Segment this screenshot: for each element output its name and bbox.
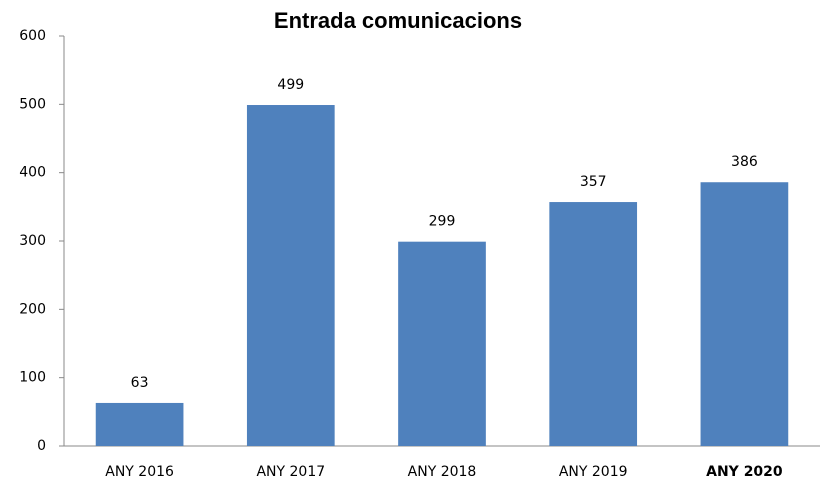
y-tick-label: 400 [19,165,46,181]
bar [398,241,486,446]
x-tick-label: ANY 2018 [408,464,477,480]
data-label: 63 [131,375,149,391]
data-label: 386 [731,154,758,170]
bar [246,105,335,447]
y-tick-label: 500 [19,96,46,112]
x-tick-label: ANY 2019 [559,464,628,480]
x-tick-label: ANY 2016 [105,464,174,480]
y-tick-label: 100 [19,370,46,386]
bar [549,202,638,446]
data-label: 299 [429,214,456,230]
bar [95,402,184,446]
y-tick-label: 300 [19,233,46,249]
y-tick-label: 0 [37,438,46,454]
data-label: 357 [580,174,607,190]
x-tick-label: ANY 2020 [706,464,783,480]
bar [700,182,789,446]
x-tick-label: ANY 2017 [256,464,325,480]
chart-title: Entrada comunicacions [274,8,522,33]
y-tick-label: 200 [19,301,46,317]
data-label: 499 [277,77,304,93]
y-tick-label: 600 [19,28,46,44]
